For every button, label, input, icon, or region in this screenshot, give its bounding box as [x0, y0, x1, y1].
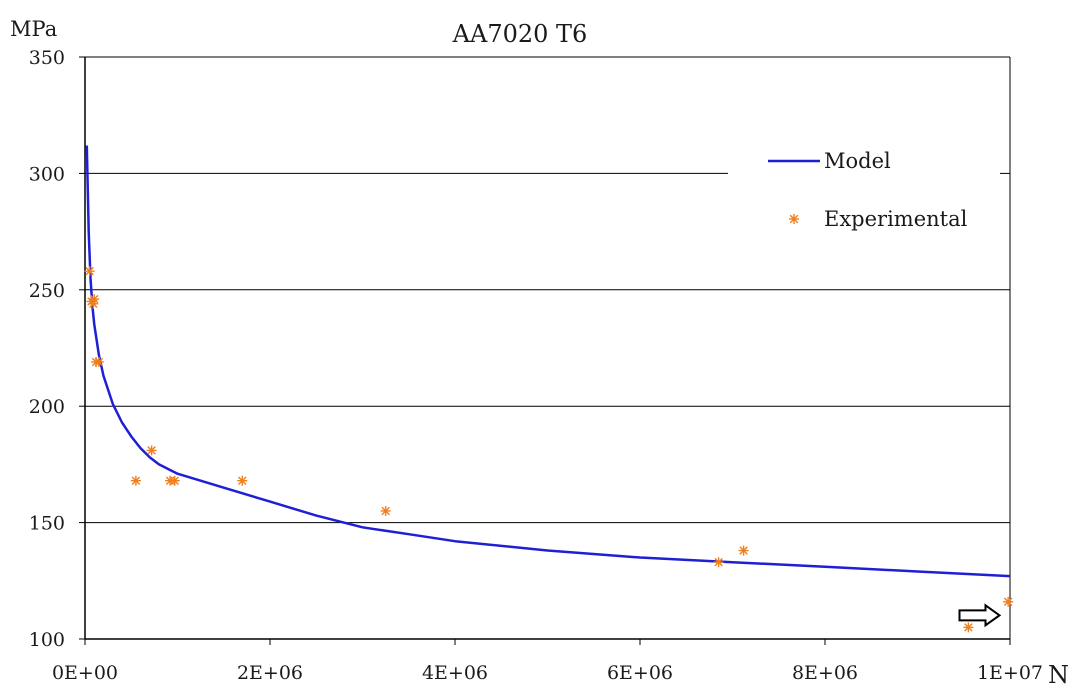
y-tick-label: 200 — [29, 396, 65, 418]
y-tick-label: 350 — [29, 47, 65, 69]
marker-stroke — [85, 266, 94, 276]
experimental-series — [84, 266, 1014, 633]
y-tick-label: 100 — [29, 629, 65, 651]
marker-stroke — [147, 446, 156, 455]
x-tick-label: 2E+06 — [237, 662, 303, 684]
runout-arrow-icon — [958, 603, 1002, 628]
x-tick-labels: 0E+00 2E+06 4E+06 6E+06 8E+06 1E+07 — [52, 639, 1043, 684]
marker-stroke — [238, 476, 247, 485]
x-tick-label: 4E+06 — [422, 662, 488, 684]
marker-stroke — [94, 357, 104, 367]
x-tick-label: 8E+06 — [792, 662, 858, 684]
x-tick-label: 1E+07 — [977, 662, 1043, 684]
x-tick-label: 6E+06 — [607, 662, 673, 684]
marker-stroke — [1003, 597, 1013, 606]
experimental-point — [169, 475, 180, 486]
marker-stroke — [170, 476, 179, 485]
y-tick-labels: 100 150 200 250 300 350 — [29, 47, 85, 651]
marker-stroke — [381, 506, 390, 516]
legend-model-label: Model — [824, 149, 891, 173]
experimental-point — [146, 445, 157, 456]
chart-title: AA7020 T6 — [452, 20, 588, 48]
marker-stroke — [739, 546, 748, 555]
y-tick-label: 300 — [29, 163, 65, 185]
experimental-point — [93, 356, 104, 367]
experimental-point — [380, 505, 391, 516]
experimental-point — [738, 545, 749, 556]
gridlines — [85, 56, 1010, 524]
annotations — [958, 603, 1002, 628]
model-series — [85, 145, 1011, 578]
experimental-point — [130, 475, 141, 486]
experimental-point — [84, 266, 95, 277]
axes — [84, 57, 1011, 640]
experimental-point — [237, 475, 248, 486]
y-tick-label: 150 — [29, 513, 65, 535]
marker-stroke — [90, 294, 99, 304]
y-tick-label: 250 — [29, 280, 65, 302]
x-tick-label: 0E+00 — [52, 662, 118, 684]
marker-stroke — [964, 623, 973, 632]
experimental-point — [963, 622, 974, 633]
y-axis-unit-label: MPa — [10, 17, 57, 41]
legend-star-marker — [789, 214, 799, 224]
model-curve — [85, 145, 1011, 578]
marker-stroke — [714, 557, 723, 567]
legend-experimental-label: Experimental — [824, 207, 968, 231]
marker-stroke — [789, 214, 799, 224]
experimental-point — [713, 557, 724, 568]
marker-stroke — [131, 476, 141, 485]
experimental-point — [1003, 596, 1014, 607]
experimental-point — [89, 294, 100, 305]
x-axis-unit-label: N — [1048, 661, 1069, 688]
legend: Model Experimental — [768, 149, 968, 231]
legend-experimental-marker — [789, 214, 799, 224]
